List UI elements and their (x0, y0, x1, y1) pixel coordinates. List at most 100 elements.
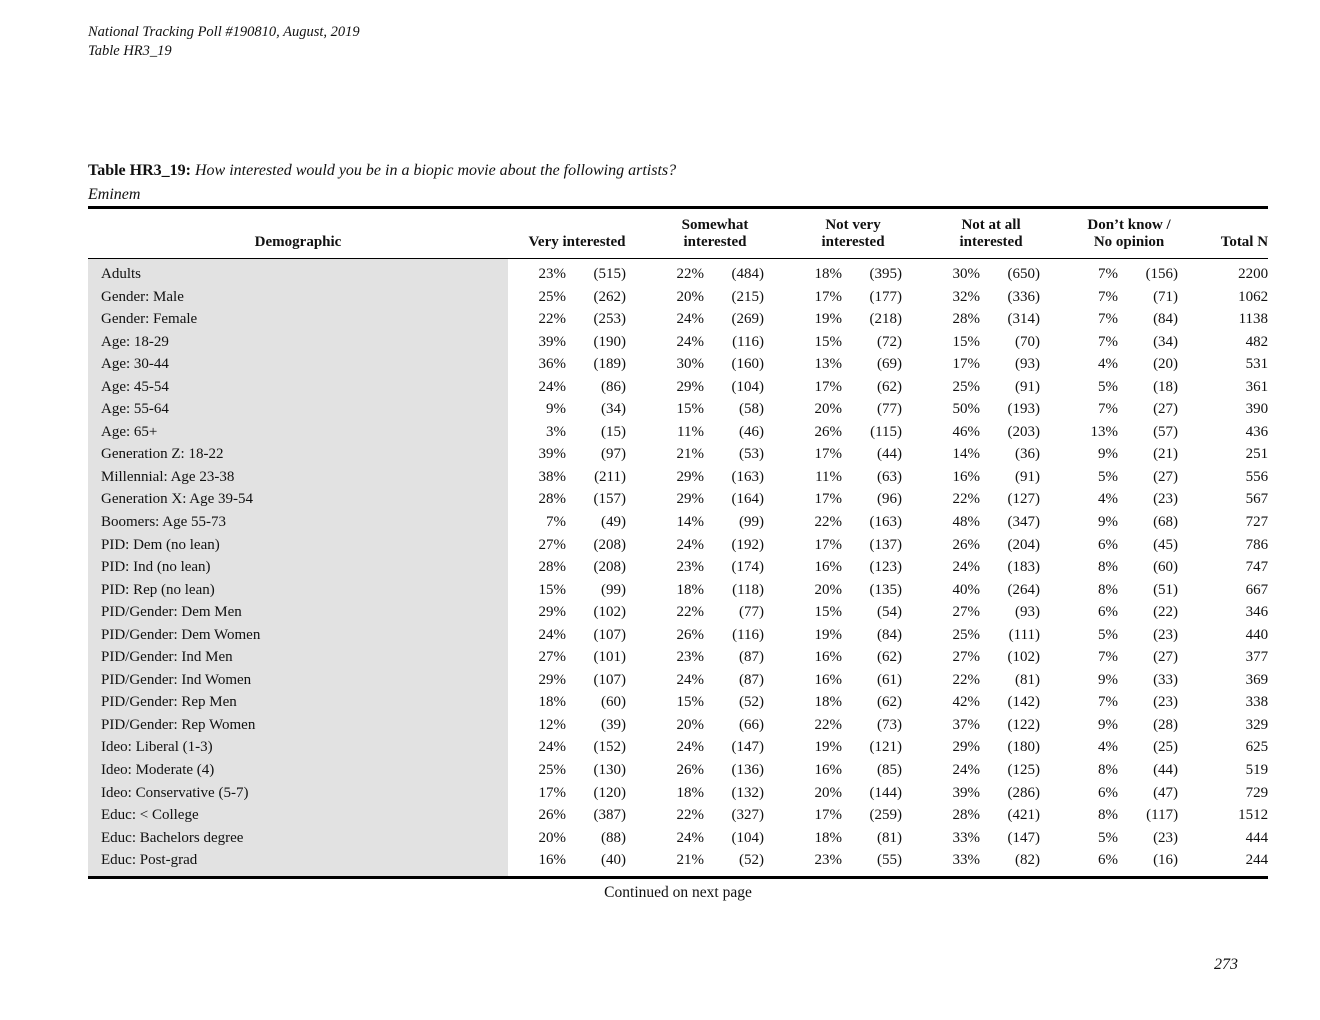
cell-not-at-all-interested-pct: 27% (952, 604, 981, 621)
cell-not-very-interested-pct: 19% (814, 739, 843, 756)
cell-very-interested-count: (211) (594, 468, 626, 485)
cell-total-n: 2200 (1238, 266, 1269, 282)
cell-total-n: 390 (1245, 401, 1269, 418)
table-row: Educ: Post-grad 16% (40) 21% (52) 23% (5… (88, 849, 1268, 878)
cell-not-very-interested-count: (218) (869, 311, 903, 328)
table-row: Generation X: Age 39-54 28% (157) 29% (1… (88, 488, 1268, 512)
table-subtitle-artist: Eminem (88, 186, 141, 203)
cell-very-interested-count: (152) (593, 739, 627, 756)
row-demographic: Boomers: Age 55-73 (88, 511, 508, 534)
cell-somewhat-interested-pct: 23% (676, 559, 705, 576)
cell-dont-know-count: (16) (1153, 852, 1179, 869)
table-title-block: Table HR3_19: How interested would you b… (88, 159, 1268, 207)
cell-not-very-interested-count: (259) (869, 807, 903, 824)
row-demographic: Educ: Post-grad (88, 849, 508, 878)
cell-not-at-all-interested-pct: 28% (952, 807, 981, 824)
cell-not-very-interested-count: (84) (877, 626, 903, 643)
cell-not-at-all-interested-pct: 32% (952, 288, 981, 305)
table-row: PID: Dem (no lean) 27% (208) 24% (192) 1… (88, 533, 1268, 557)
cell-very-interested-count: (97) (601, 446, 626, 463)
cell-dont-know-pct: 9% (1098, 671, 1119, 688)
cell-dont-know-count: (27) (1153, 468, 1179, 485)
cell-very-interested-pct: 7% (546, 514, 566, 531)
row-demographic: PID/Gender: Dem Women (88, 623, 508, 647)
cell-not-at-all-interested-pct: 40% (952, 581, 981, 598)
cell-not-very-interested-pct: 17% (814, 491, 843, 508)
cell-not-at-all-interested-count: (421) (1007, 807, 1041, 824)
cell-not-at-all-interested-count: (286) (1007, 784, 1041, 801)
cell-very-interested-count: (190) (593, 333, 627, 350)
doc-header-table-line: Table HR3_19 (88, 43, 172, 59)
cell-dont-know-pct: 7% (1098, 649, 1119, 666)
cell-total-n: 625 (1245, 739, 1269, 756)
cell-not-very-interested-count: (395) (869, 266, 903, 282)
cell-somewhat-interested-count: (53) (739, 446, 765, 463)
cell-somewhat-interested-count: (116) (732, 626, 765, 643)
cell-total-n: 338 (1245, 694, 1269, 711)
cell-somewhat-interested-pct: 15% (676, 694, 705, 711)
cell-not-very-interested-pct: 17% (814, 536, 843, 553)
cell-not-very-interested-count: (62) (877, 378, 903, 395)
col-header-somewhat-interested: Somewhat interested (646, 207, 785, 259)
cell-dont-know-pct: 6% (1098, 784, 1119, 801)
cell-not-very-interested-count: (69) (877, 356, 903, 373)
table-header: Demographic Very interested Somewhat int… (88, 207, 1269, 259)
table-row: Millennial: Age 23-38 38% (211) 29% (163… (88, 465, 1269, 489)
cell-not-at-all-interested-pct: 29% (952, 739, 981, 756)
cell-somewhat-interested-pct: 24% (676, 829, 705, 846)
cell-not-very-interested-count: (177) (869, 288, 903, 305)
cell-not-at-all-interested-count: (180) (1007, 739, 1041, 756)
cell-somewhat-interested-pct: 22% (676, 807, 705, 824)
cell-not-at-all-interested-pct: 50% (952, 401, 981, 418)
cell-not-at-all-interested-count: (142) (1007, 694, 1041, 711)
cell-somewhat-interested-pct: 14% (676, 514, 705, 531)
cell-very-interested-pct: 15% (538, 581, 567, 598)
cell-dont-know-pct: 4% (1098, 491, 1119, 508)
cell-dont-know-count: (68) (1153, 514, 1179, 531)
cell-somewhat-interested-count: (136) (731, 762, 765, 779)
cell-very-interested-count: (102) (593, 604, 627, 621)
cell-not-very-interested-count: (44) (877, 446, 903, 463)
cell-total-n: 556 (1245, 468, 1269, 485)
table-row: PID/Gender: Rep Women 12% (39) 20% (66) … (88, 713, 1268, 737)
cell-not-at-all-interested-pct: 42% (952, 694, 981, 711)
cell-somewhat-interested-pct: 24% (676, 671, 705, 688)
table-row: Educ: Bachelors degree 20% (88) 24% (104… (88, 826, 1268, 850)
cell-very-interested-pct: 26% (538, 807, 567, 824)
cell-not-at-all-interested-count: (36) (1015, 446, 1041, 463)
cell-total-n: 369 (1245, 671, 1269, 688)
cell-not-very-interested-count: (62) (877, 649, 903, 666)
cell-not-very-interested-pct: 13% (814, 356, 843, 373)
cell-not-very-interested-pct: 22% (814, 716, 843, 733)
cell-very-interested-pct: 27% (538, 536, 567, 553)
cell-not-at-all-interested-count: (82) (1015, 852, 1041, 869)
cell-dont-know-count: (156) (1145, 266, 1179, 282)
cell-dont-know-pct: 4% (1098, 356, 1119, 373)
cell-dont-know-count: (33) (1153, 671, 1179, 688)
cell-not-very-interested-count: (163) (869, 514, 903, 531)
table-row: PID/Gender: Ind Women 29% (107) 24% (87)… (88, 668, 1269, 692)
cell-dont-know-count: (27) (1153, 649, 1179, 666)
cell-not-at-all-interested-pct: 33% (952, 829, 981, 846)
cell-not-very-interested-pct: 20% (814, 784, 843, 801)
table-row: Adults 23% (515) 22% (484) 18% (395) 30%… (88, 258, 1269, 286)
cell-dont-know-pct: 7% (1098, 311, 1119, 328)
cell-somewhat-interested-pct: 26% (676, 762, 705, 779)
cell-somewhat-interested-pct: 30% (676, 356, 705, 373)
table-row: Age: 45-54 24% (86) 29% (104) 17% (62) 2… (88, 375, 1268, 399)
continued-note: Continued on next page (604, 884, 752, 901)
cell-not-at-all-interested-pct: 27% (952, 649, 981, 666)
doc-header: National Tracking Poll #190810, August, … (88, 23, 360, 61)
cell-very-interested-count: (39) (601, 716, 626, 733)
cell-total-n: 667 (1245, 581, 1269, 598)
cell-dont-know-pct: 7% (1098, 401, 1119, 418)
cell-dont-know-count: (60) (1153, 559, 1179, 576)
cell-not-very-interested-pct: 18% (814, 694, 843, 711)
cell-not-at-all-interested-count: (111) (1008, 626, 1041, 643)
cell-not-at-all-interested-count: (314) (1007, 311, 1041, 328)
cell-very-interested-pct: 29% (538, 604, 567, 621)
cell-somewhat-interested-count: (174) (731, 559, 765, 576)
cell-total-n: 482 (1245, 333, 1269, 350)
table-row: Age: 65+ 3% (15) 11% (46) 26% (115) 46% … (88, 420, 1268, 444)
